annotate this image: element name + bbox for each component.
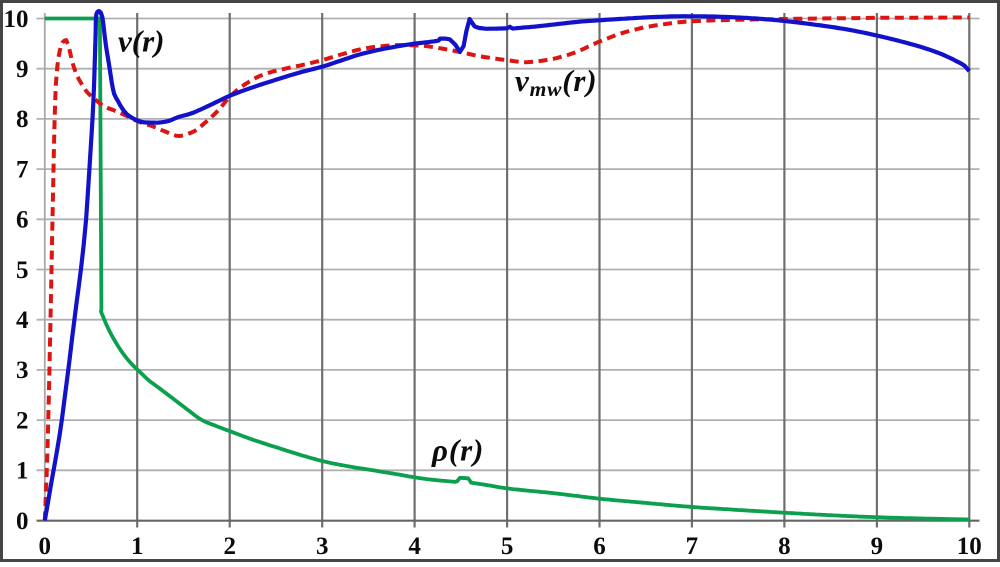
svg-text:8: 8 (778, 533, 791, 560)
svg-text:8: 8 (16, 106, 29, 133)
svg-text:0: 0 (16, 508, 29, 535)
svg-text:5: 5 (501, 533, 514, 560)
svg-text:9: 9 (871, 533, 884, 560)
svg-text:7: 7 (686, 533, 699, 560)
svg-text:10: 10 (4, 6, 29, 33)
svg-text:3: 3 (16, 357, 29, 384)
svg-text:4: 4 (16, 307, 29, 334)
svg-text:1: 1 (16, 458, 29, 485)
svg-text:v(r): v(r) (118, 24, 164, 59)
svg-text:ρ(r): ρ(r) (431, 433, 484, 468)
svg-text:4: 4 (408, 533, 421, 560)
svg-text:3: 3 (316, 533, 329, 560)
svg-text:1: 1 (131, 533, 144, 560)
svg-text:5: 5 (16, 257, 29, 284)
svg-text:2: 2 (223, 533, 236, 560)
svg-text:9: 9 (16, 56, 29, 83)
svg-text:6: 6 (593, 533, 606, 560)
svg-text:7: 7 (16, 156, 29, 183)
svg-text:10: 10 (957, 533, 982, 560)
svg-text:6: 6 (16, 207, 29, 234)
svg-text:2: 2 (16, 407, 29, 434)
svg-text:0: 0 (39, 533, 52, 560)
